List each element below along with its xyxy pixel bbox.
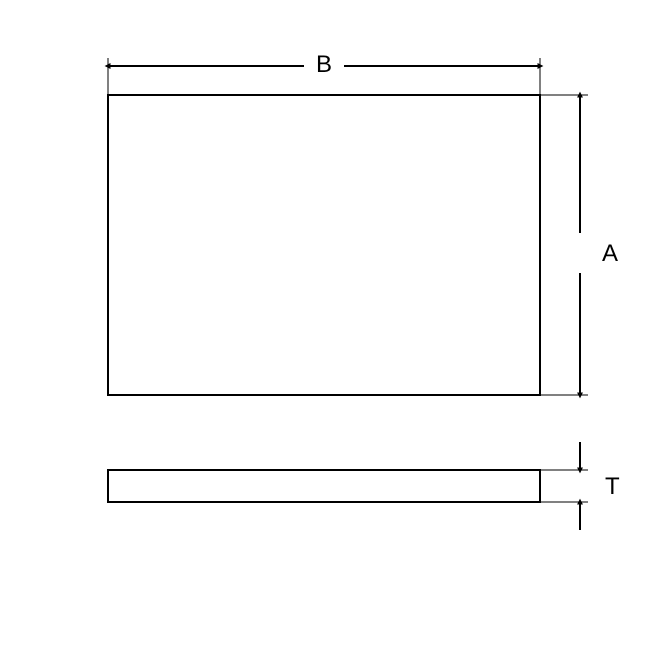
dimension-diagram: B A T (0, 0, 670, 670)
label-thickness: T (605, 473, 620, 500)
label-width: B (316, 51, 332, 78)
label-height: A (602, 240, 618, 267)
